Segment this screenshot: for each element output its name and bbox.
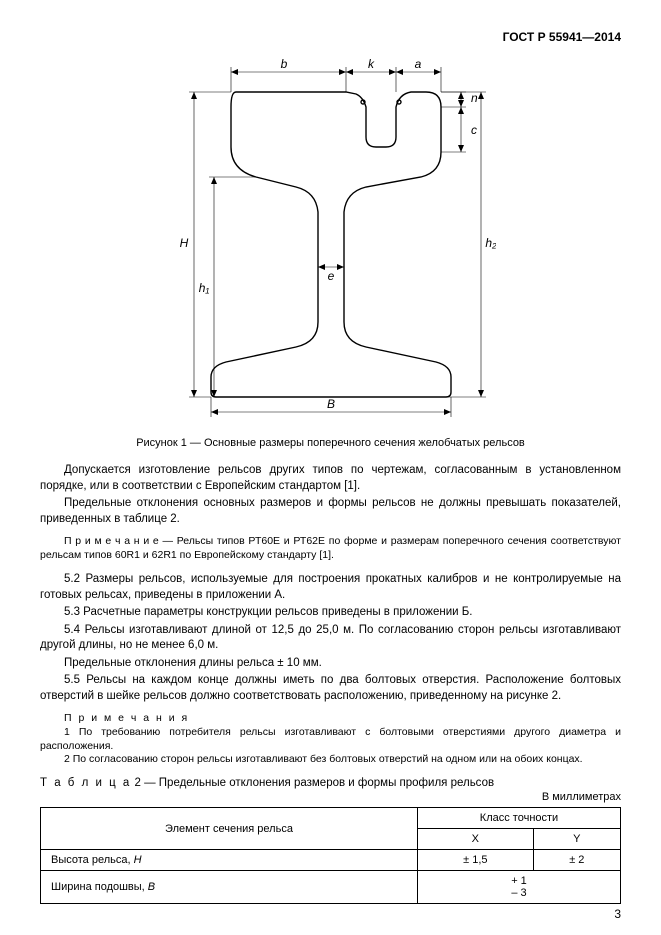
th-x: X	[418, 829, 534, 850]
row-0-label: Высота рельса, H	[41, 850, 418, 871]
paragraph-intro-2: Предельные отклонения основных размеров …	[40, 496, 621, 527]
dim-B-big: B	[326, 397, 334, 411]
document-id: ГОСТ Р 55941—2014	[40, 30, 621, 44]
table-title-prefix: Т а б л и ц а	[40, 777, 131, 789]
page-number: 3	[614, 907, 621, 921]
row-0-y: ± 2	[533, 850, 620, 871]
row-1-xy: + 1 – 3	[418, 871, 621, 904]
dim-H-big: H	[179, 236, 188, 250]
paragraph-intro-1: Допускается изготовление рельсов других …	[40, 463, 621, 494]
dim-h1: h₁	[198, 281, 209, 295]
tolerance-table: Элемент сечения рельса Класс точности X …	[40, 807, 621, 904]
table-row: Высота рельса, H ± 1,5 ± 2	[41, 850, 621, 871]
rail-profile-svg: b k a n c H h₁ h₂ e B	[166, 52, 496, 422]
table-2-title: Т а б л и ц а 2 — Предельные отклонения …	[40, 777, 621, 789]
paragraph-5-3: 5.3 Расчетные параметры конструкции рель…	[40, 605, 621, 621]
dim-a: a	[414, 57, 421, 71]
note-1-label: П р и м е ч а н и е	[64, 535, 159, 547]
rail-cross-section-figure: b k a n c H h₁ h₂ e B	[40, 52, 621, 425]
row-1-label: Ширина подошвы, B	[41, 871, 418, 904]
th-element: Элемент сечения рельса	[41, 808, 418, 850]
notes-2-item-1: 1 По требованию потребителя рельсы изгот…	[40, 726, 621, 753]
dim-c: c	[471, 123, 477, 137]
note-block-1: П р и м е ч а н и е — Рельсы типов РТ60Е…	[40, 535, 621, 562]
dim-e: e	[327, 269, 334, 283]
paragraph-5-2: 5.2 Размеры рельсов, используемые для по…	[40, 572, 621, 603]
th-class: Класс точности	[418, 808, 621, 829]
row-0-x: ± 1,5	[418, 850, 534, 871]
table-units: В миллиметрах	[40, 791, 621, 803]
paragraph-5-4b: Предельные отклонения длины рельса ± 10 …	[40, 656, 621, 672]
paragraph-5-4: 5.4 Рельсы изготавливают длиной от 12,5 …	[40, 623, 621, 654]
figure-caption: Рисунок 1 — Основные размеры поперечного…	[40, 437, 621, 449]
dim-h2: h₂	[485, 236, 496, 250]
table-title-rest: 2 — Предельные отклонения размеров и фор…	[131, 777, 494, 789]
th-y: Y	[533, 829, 620, 850]
paragraph-5-5: 5.5 Рельсы на каждом конце должны иметь …	[40, 673, 621, 704]
dim-n: n	[471, 91, 478, 105]
note-block-2: П р и м е ч а н и я 1 По требованию потр…	[40, 712, 621, 767]
notes-2-item-2: 2 По согласованию сторон рельсы изготавл…	[40, 753, 621, 767]
table-row: Ширина подошвы, B + 1 – 3	[41, 871, 621, 904]
dim-b: b	[280, 57, 287, 71]
dim-k: k	[368, 57, 375, 71]
notes-2-label: П р и м е ч а н и я	[40, 712, 621, 726]
